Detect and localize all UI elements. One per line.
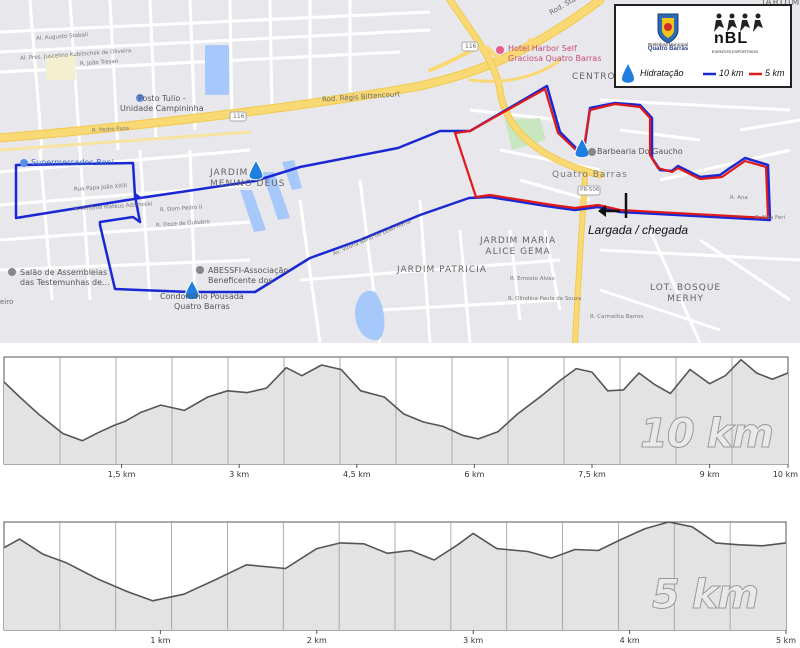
- legend-10km-label: 10 km: [719, 68, 744, 78]
- route-map[interactable]: CENTRO Quatro Barras JARDIM MENINO DEUS …: [0, 0, 800, 343]
- brand-logo: nBL: [714, 30, 749, 47]
- poi-posto-tulio[interactable]: Posto Tulio - Unidade Campininha: [120, 94, 204, 113]
- street-carmelita: R. Carmelita Barros: [590, 314, 644, 320]
- x-tick-label: 5 km: [775, 636, 797, 645]
- street-nita: R. Nita Feri: [755, 215, 786, 221]
- x-tick-label: 6 km: [464, 470, 485, 479]
- poi-condominio[interactable]: Condomínio Pousada Quatro Barras: [160, 292, 244, 311]
- poi-pins: [8, 46, 596, 276]
- hydration-drop-icon: [574, 136, 590, 159]
- elevation-profile-10km: 10 km 1,5 km 3 km 4,5 km 6 km 7,5 km 9 km 10 k…: [0, 343, 800, 483]
- x-tick-label: 4 km: [619, 636, 640, 645]
- elevation-chart-10km: [3, 356, 789, 468]
- label-lot-bosque-merhy: LOT. BOSQUE MERHY: [650, 283, 722, 304]
- x-tick-label: 9 km: [699, 470, 720, 479]
- x-tick-label: 3 km: [463, 636, 484, 645]
- runners-icon: [714, 13, 763, 32]
- map-legend: Prefeitura Municipal Quatro Barras nBL E…: [614, 4, 792, 88]
- label-centro: CENTRO: [572, 72, 616, 82]
- hydration-drop-icon: [184, 278, 200, 301]
- road-shields: [229, 41, 601, 196]
- elevation-line: [3, 521, 787, 602]
- profile-watermark-5km: 5 km: [651, 572, 759, 619]
- poi-barbearia[interactable]: Barbearia Do Gaucho: [597, 147, 683, 156]
- water-drop-icon: [622, 64, 634, 83]
- legend-hydration-label: Hidratação: [640, 68, 684, 78]
- road-label-pr506: PR-506: [580, 187, 600, 193]
- hydration-points: [184, 136, 590, 301]
- label-jardim-menino-deus: JARDIM MENINO DEUS: [210, 168, 286, 189]
- poi-supermercados-boni[interactable]: Supermercados Boni: [31, 158, 114, 167]
- crest-caption-line2: Quatro Barras: [647, 46, 689, 52]
- profile-watermark-10km: 10 km: [640, 411, 775, 458]
- x-tick-label: 1,5 km: [107, 470, 136, 479]
- x-tick-label: 2 km: [306, 636, 327, 645]
- crest-caption-line1: Prefeitura Municipal: [648, 42, 688, 47]
- route-10km: [14, 84, 772, 294]
- hydration-drop-icon: [248, 158, 264, 181]
- brand-subtitle: EVENTOS ESPORTIVOS: [712, 49, 759, 54]
- poi-abessfi[interactable]: ABESSFI-Associação Beneficente dos: [208, 266, 289, 285]
- poi-salao[interactable]: Salão de Assembleias das Testemunhas de.…: [20, 268, 110, 287]
- road-label-br116-a: 116: [465, 43, 477, 50]
- x-tick-label: 4,5 km: [342, 470, 371, 479]
- street-ernesto: R. Ernesto Alves: [510, 276, 555, 282]
- start-finish-marker: [598, 193, 628, 218]
- poi-hotel-harbor[interactable]: Hotel Harbor Self Graciosa Quatro Barras: [508, 44, 602, 63]
- map-canvas: [0, 0, 800, 343]
- street-olindina: R. Olindina Paula de Souza: [508, 296, 582, 302]
- start-finish-label: Largada / chegada: [588, 223, 689, 237]
- label-jardim-maria-alice-gema: JARDIM MARIA ALICE GEMA: [480, 236, 557, 257]
- highways: [0, 0, 605, 343]
- elevation-line: [3, 358, 789, 442]
- water-areas: [205, 45, 385, 341]
- label-quatro-barras: Quatro Barras: [552, 170, 628, 180]
- elevation-chart-5km: [3, 521, 787, 634]
- road-label-br116-b: 116: [233, 113, 245, 120]
- municipal-crest-icon: [657, 13, 679, 44]
- x-tick-label: 3 km: [229, 470, 250, 479]
- road-label-eiro: eiro: [0, 298, 14, 306]
- legend-5km-label: 5 km: [765, 68, 785, 78]
- legend-graphics: [622, 13, 763, 83]
- street-ana: R. Ana: [730, 195, 748, 201]
- x-tick-label: 10 km: [772, 470, 798, 479]
- x-tick-label: 7,5 km: [578, 470, 606, 479]
- label-jardim-patricia: JARDIM PATRICIA: [397, 265, 487, 275]
- x-tick-label: 1 km: [150, 636, 171, 645]
- elevation-profile-5km: 5 km 1 km 2 km 3 km 4 km 5 km: [0, 500, 800, 648]
